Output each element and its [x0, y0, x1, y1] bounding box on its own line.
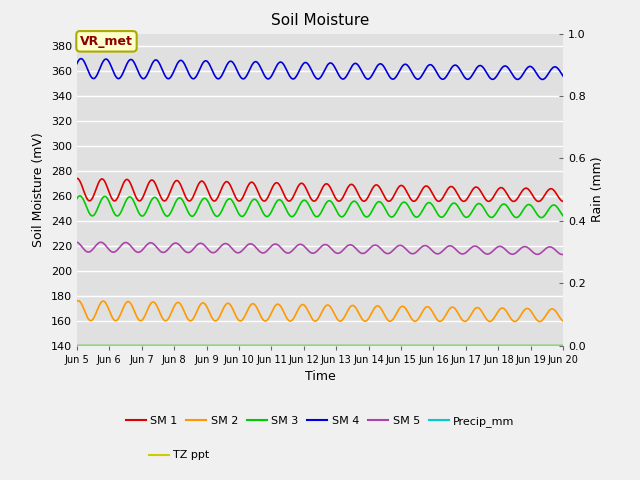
SM 2	[111, 318, 118, 324]
SM 4	[559, 73, 567, 79]
SM 4	[298, 62, 306, 68]
TZ ppt	[111, 343, 118, 348]
TZ ppt	[73, 343, 81, 348]
SM 5	[111, 249, 118, 255]
Line: SM 5: SM 5	[77, 242, 563, 254]
Precip_mm	[559, 343, 567, 348]
SM 3	[131, 200, 138, 206]
Precip_mm	[298, 343, 306, 348]
TZ ppt	[289, 343, 297, 348]
SM 4	[131, 60, 138, 66]
SM 5	[279, 247, 287, 253]
Precip_mm	[289, 343, 297, 348]
SM 2	[350, 303, 358, 309]
SM 1	[559, 199, 567, 204]
SM 3	[73, 196, 81, 202]
TZ ppt	[279, 343, 287, 348]
SM 5	[558, 252, 566, 257]
Legend: SM 1, SM 2, SM 3, SM 4, SM 5, Precip_mm: SM 1, SM 2, SM 3, SM 4, SM 5, Precip_mm	[121, 411, 519, 431]
SM 5	[559, 252, 567, 257]
SM 5	[131, 247, 138, 253]
SM 2	[298, 302, 306, 308]
SM 2	[131, 309, 138, 314]
SM 1	[350, 183, 358, 189]
SM 5	[349, 243, 357, 249]
SM 1	[298, 180, 306, 186]
Line: SM 2: SM 2	[77, 300, 563, 322]
SM 5	[289, 247, 297, 252]
SM 2	[536, 319, 543, 324]
SM 3	[559, 213, 567, 219]
SM 3	[350, 198, 358, 204]
X-axis label: Time: Time	[305, 370, 335, 383]
SM 1	[131, 191, 138, 197]
SM 2	[559, 318, 567, 324]
SM 3	[111, 211, 118, 217]
SM 2	[74, 298, 82, 303]
SM 1	[111, 198, 118, 204]
Precip_mm	[349, 343, 357, 348]
SM 5	[298, 242, 306, 248]
SM 4	[77, 56, 85, 61]
SM 2	[280, 309, 287, 314]
SM 1	[290, 193, 298, 199]
Text: VR_met: VR_met	[80, 35, 133, 48]
SM 4	[111, 72, 118, 78]
TZ ppt	[131, 343, 138, 348]
SM 4	[73, 61, 81, 67]
Precip_mm	[111, 343, 118, 348]
TZ ppt	[349, 343, 357, 348]
SM 1	[280, 191, 287, 196]
TZ ppt	[559, 343, 567, 348]
Precip_mm	[73, 343, 81, 348]
Title: Soil Moisture: Soil Moisture	[271, 13, 369, 28]
Precip_mm	[131, 343, 138, 348]
Line: SM 1: SM 1	[77, 179, 563, 202]
Y-axis label: Soil Moisture (mV): Soil Moisture (mV)	[32, 132, 45, 247]
SM 2	[73, 299, 81, 304]
SM 3	[280, 201, 287, 207]
SM 2	[290, 315, 298, 321]
SM 4	[280, 61, 287, 67]
SM 4	[539, 76, 547, 82]
SM 3	[76, 193, 84, 199]
Line: SM 4: SM 4	[77, 59, 563, 79]
SM 4	[350, 61, 358, 67]
SM 5	[73, 239, 81, 245]
SM 4	[290, 76, 298, 82]
SM 3	[290, 213, 298, 219]
TZ ppt	[298, 343, 306, 348]
SM 1	[73, 176, 81, 181]
Y-axis label: Rain (mm): Rain (mm)	[591, 157, 604, 222]
SM 3	[298, 198, 306, 204]
Precip_mm	[279, 343, 287, 348]
SM 3	[538, 215, 545, 220]
Legend: TZ ppt: TZ ppt	[145, 446, 214, 465]
SM 1	[74, 176, 81, 181]
Line: SM 3: SM 3	[77, 196, 563, 217]
